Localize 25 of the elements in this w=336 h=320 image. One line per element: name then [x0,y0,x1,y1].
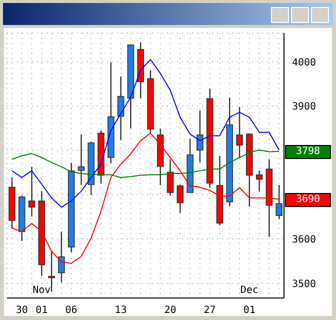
candlestick [176,184,184,214]
x-tick-label: 27 [204,305,216,316]
candlestick [276,184,282,220]
candlestick [236,106,243,158]
x-tick-label: 30 [16,305,28,316]
y-tick-label: 4000 [292,57,316,68]
x-tick-label: 06 [65,305,78,316]
annotation: Nov [32,285,51,296]
y-tick-label: 3900 [292,102,316,113]
x-tick-label: 01 [36,305,48,316]
text: 3690 [285,193,331,208]
candlestick [256,170,263,192]
x-tick-label: 13 [114,305,127,316]
candlestick [166,158,174,196]
y-tick-label: 3500 [292,278,316,290]
x-tick-label: 01 [243,305,256,316]
candlestick [196,110,204,163]
line-series [11,59,280,208]
annotation: Dec [240,285,258,296]
candlestick [28,166,36,218]
candlestick [78,134,85,186]
y-tick-label: 3600 [292,234,316,246]
candlestick [58,230,65,284]
text: 3798 [285,145,331,160]
x-tick-label: 20 [164,305,176,316]
